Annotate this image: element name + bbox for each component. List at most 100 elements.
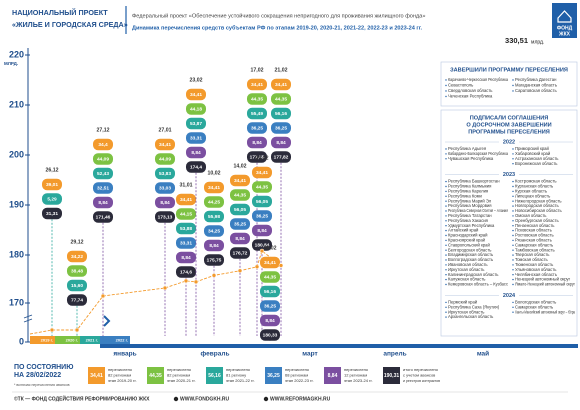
region: Самарская область	[515, 242, 554, 247]
date-label: 27,12	[97, 127, 110, 133]
total-value: 173,13	[158, 215, 173, 221]
segment-value: 33,31	[190, 136, 202, 142]
year-tag	[499, 171, 519, 179]
bullet	[512, 215, 514, 217]
segment-pill	[230, 232, 250, 245]
date-label: 31,01	[180, 182, 193, 188]
segment-pill	[155, 167, 175, 180]
segment-value: 56,05	[256, 199, 268, 205]
legend-text: перечислено	[344, 367, 369, 372]
segment-pill	[176, 208, 196, 220]
bullet	[445, 278, 447, 281]
legend-value: 8,84	[328, 373, 338, 379]
panel-title: ЗАВЕРШИЛИ ПРОГРАММУ ПЕРЕСЕЛЕНИЯ	[450, 67, 568, 73]
region: Республика Карелия	[448, 189, 488, 194]
chart-title: Динамика перечисления средств субъектам …	[132, 24, 423, 31]
project: НАЦИОНАЛЬНЫЙ ПРОЕКТ	[12, 8, 108, 17]
bullet	[445, 195, 447, 197]
segment-value: 34,41	[234, 178, 246, 184]
bullet	[512, 274, 514, 276]
year-label: 2022 г.	[116, 338, 128, 343]
total-unit: млрд.	[531, 39, 544, 45]
segment-value: 38,48	[71, 269, 83, 275]
month-label: март	[302, 351, 317, 358]
segment-value: 52,43	[97, 171, 109, 177]
bullet	[445, 200, 447, 202]
segment-value: 35,25	[234, 222, 246, 228]
legend-swatch	[324, 367, 341, 384]
panel-title: ПРОГРАММЫ ПЕРЕСЕЛЕНИЯ	[468, 129, 550, 135]
bullet	[512, 153, 514, 155]
segment-value: 36,25	[251, 126, 263, 132]
legend-value: 36,25	[267, 373, 280, 379]
total-value: 31,31	[46, 211, 58, 217]
bullet	[445, 225, 447, 227]
bullet	[445, 259, 447, 261]
total-pill	[247, 151, 267, 163]
segment-pill	[204, 181, 224, 194]
legend-text: 82 регионам	[167, 373, 190, 378]
year-label: 2019 г.	[41, 338, 53, 343]
total-pill	[42, 207, 62, 220]
bullet	[512, 244, 514, 246]
legend-swatch	[265, 367, 282, 384]
segment-value: 44,09	[159, 157, 171, 163]
region: Республика Калмыкия	[448, 184, 491, 189]
total-value: 176,72	[233, 251, 248, 257]
region: Вологодская область	[515, 300, 557, 305]
region: Республика Саха (Якутия)	[448, 304, 500, 309]
bullet	[512, 229, 514, 232]
region: Республика Коми	[448, 193, 482, 198]
total-pill	[204, 254, 224, 266]
bullet	[445, 249, 447, 251]
total-pill	[252, 239, 272, 251]
segment-value: 8,84	[98, 200, 108, 206]
year-label: 2021 г.	[86, 338, 98, 343]
segment-pill	[186, 146, 206, 159]
segment-value: 34,41	[180, 197, 192, 203]
bullet	[445, 283, 447, 286]
legend-text: и реестров контрактов	[403, 378, 440, 383]
region: Иркутская область	[448, 267, 485, 272]
region: Тюменская область	[515, 262, 554, 267]
segment-value: 44,15	[180, 212, 192, 218]
segment-value: 34,41	[251, 82, 263, 88]
year-bar	[80, 336, 100, 344]
date-label: 17,02	[251, 67, 264, 73]
legend-text: этап 2020-21 гг.	[167, 378, 196, 383]
logo-icon	[557, 10, 572, 23]
region: Астраханская область	[515, 156, 559, 161]
bullet	[512, 90, 514, 92]
segment-pill	[176, 193, 196, 206]
project-name: «ЖИЛЬЕ И ГОРОДСКАЯ СРЕДА»	[12, 20, 128, 29]
logo	[552, 3, 577, 38]
bullet	[445, 244, 447, 246]
legend-text: итого перечислено	[403, 367, 439, 372]
segment-value: 44,35	[275, 97, 287, 103]
footer-text: ©ТК — ФОНД СОДЕЙСТВИЯ РЕФОРМИРОВАНИЮ ЖКХ	[14, 394, 150, 402]
segment-pill	[252, 166, 272, 179]
region: Республика Мордовия	[448, 203, 492, 208]
region: Карачаево-Черкесская Республика	[448, 77, 509, 82]
region: Севастополь	[448, 83, 474, 88]
segment-pill	[204, 210, 224, 223]
segment-pill	[252, 224, 272, 237]
segment-value: 8,84	[181, 255, 191, 261]
region: Ивановская область	[448, 262, 488, 267]
segment-value: 34,41	[159, 142, 171, 148]
segment-pill	[67, 265, 87, 277]
cumulative-dot	[237, 268, 243, 273]
segment-pill	[186, 132, 206, 144]
footer-text: WWW.FONDGKH.RU	[180, 396, 230, 402]
bullet	[512, 180, 514, 183]
date-label: 23,02	[190, 77, 203, 83]
group-year: 2024	[503, 293, 516, 299]
region: Пензенская область	[515, 223, 555, 228]
segment-pill	[204, 225, 224, 237]
legend-text: перечислено	[167, 367, 192, 372]
bullet	[445, 306, 447, 308]
segment-value: 55,98	[208, 214, 220, 220]
cumulative-dot	[211, 273, 217, 278]
